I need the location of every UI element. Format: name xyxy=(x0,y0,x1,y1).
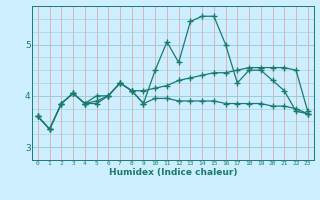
X-axis label: Humidex (Indice chaleur): Humidex (Indice chaleur) xyxy=(108,168,237,177)
